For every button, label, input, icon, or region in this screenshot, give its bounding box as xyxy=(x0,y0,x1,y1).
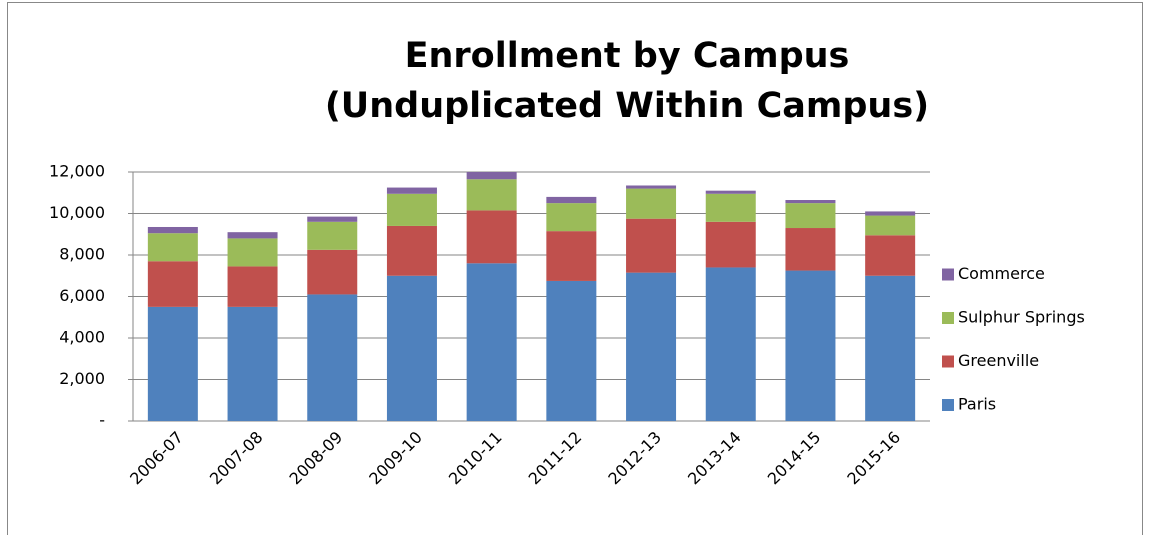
y-tick-label: - xyxy=(99,411,105,430)
bar-segment xyxy=(466,210,517,264)
bar-segment xyxy=(865,215,916,236)
bar-segment xyxy=(227,306,278,421)
bar-segment xyxy=(147,306,198,421)
bar-segment xyxy=(785,270,836,421)
legend-label: Paris xyxy=(958,395,996,414)
chart-title: Enrollment by Campus xyxy=(405,36,850,76)
legend-swatch xyxy=(942,312,954,324)
bar-segment xyxy=(307,216,358,222)
legend-swatch xyxy=(942,268,954,281)
bar-segment xyxy=(626,272,677,421)
bar-segment xyxy=(705,193,756,222)
bar-segment xyxy=(626,218,677,273)
bar-segment xyxy=(626,185,677,189)
bar-segment xyxy=(386,187,437,194)
bar-segment xyxy=(307,221,358,250)
bar-segment xyxy=(546,280,597,421)
y-tick-label: 4,000 xyxy=(59,328,105,347)
bar-segment xyxy=(386,225,437,276)
bar-segment xyxy=(227,232,278,239)
chart-title: (Unduplicated Within Campus) xyxy=(325,86,929,126)
y-tick-label: 12,000 xyxy=(49,162,105,181)
bar-segment xyxy=(466,179,517,211)
legend-label: Sulphur Springs xyxy=(958,308,1085,327)
bar-segment xyxy=(307,249,358,295)
y-tick-label: 2,000 xyxy=(59,369,105,388)
bar-segment xyxy=(865,235,916,276)
bar-segment xyxy=(147,233,198,262)
y-tick-label: 8,000 xyxy=(59,245,105,264)
bar-segment xyxy=(785,228,836,271)
bar-segment xyxy=(785,200,836,204)
legend-label: Commerce xyxy=(958,264,1045,283)
bar-segment xyxy=(865,211,916,216)
bar-segment xyxy=(307,294,358,421)
bar-segment xyxy=(386,193,437,226)
bar-segment xyxy=(865,275,916,421)
legend-swatch xyxy=(942,399,954,411)
bar-segment xyxy=(705,267,756,421)
bar-segment xyxy=(705,221,756,268)
bar-segment xyxy=(705,190,756,194)
bar-segment xyxy=(227,238,278,267)
bar-segment xyxy=(466,172,517,180)
legend-label: Greenville xyxy=(958,351,1039,370)
bar-segment xyxy=(147,261,198,307)
bar-segment xyxy=(785,203,836,229)
bar-segment xyxy=(546,196,597,204)
bar-segment xyxy=(546,231,597,281)
bar-segment xyxy=(466,263,517,421)
bar-segment xyxy=(546,203,597,232)
bar-segment xyxy=(386,275,437,421)
bar-segment xyxy=(227,266,278,307)
bar-segment xyxy=(147,226,198,234)
legend-swatch xyxy=(942,355,954,368)
y-tick-label: 10,000 xyxy=(49,203,105,222)
y-tick-label: 6,000 xyxy=(59,286,105,305)
bar-segment xyxy=(626,188,677,219)
